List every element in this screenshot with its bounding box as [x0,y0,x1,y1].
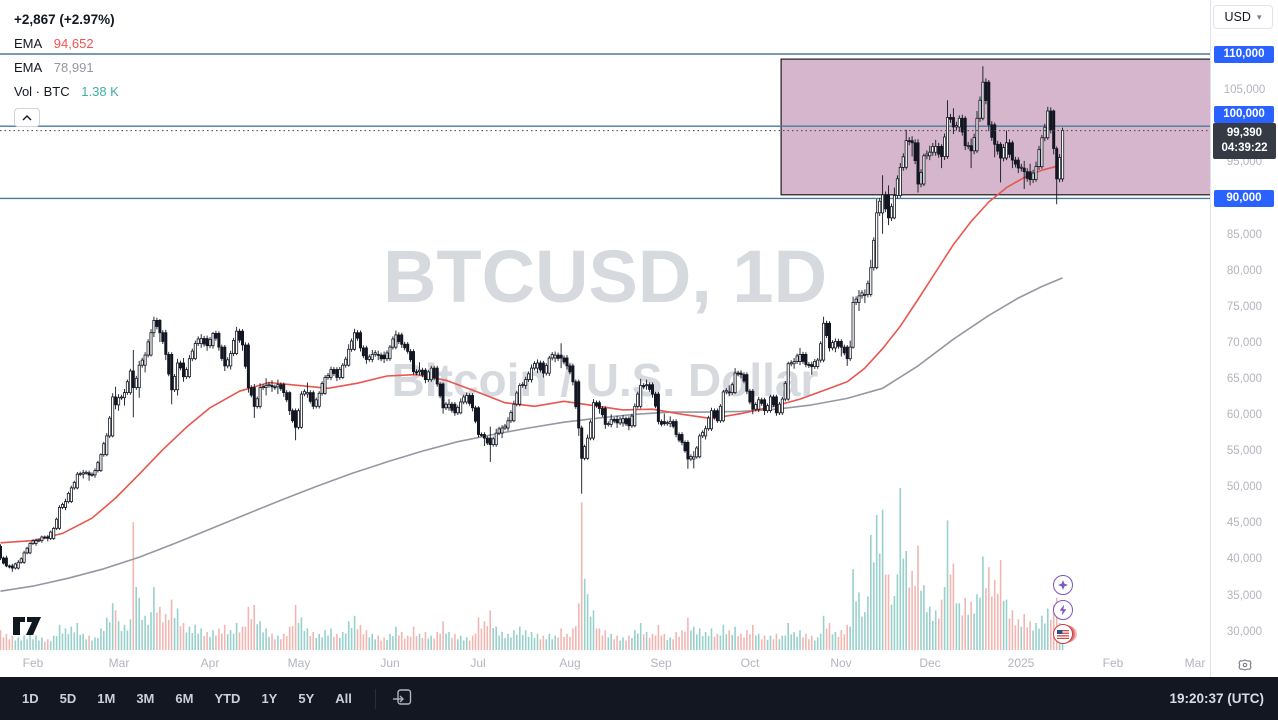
axis-corner [1210,652,1278,677]
chart-canvas[interactable]: BTCUSD, 1D Bitcoin / U.S. Dollar [0,0,1210,652]
price-tick: 75,000 [1226,301,1263,313]
volume-value: 1.38 K [81,84,119,99]
price-tick: 65,000 [1226,373,1263,385]
range-button-5y[interactable]: 5Y [290,686,322,711]
sparkle-glyph-icon [1058,580,1068,590]
range-button-1m[interactable]: 1M [89,686,123,711]
us-flag-glyph-icon [1057,629,1069,639]
range-button-3m[interactable]: 3M [128,686,162,711]
currency-value: USD [1224,10,1251,24]
calendar-arrow-icon [392,689,412,705]
ema-slow-row: EMA 78,991 [14,56,119,80]
svg-text:BTCUSD, 1D: BTCUSD, 1D [383,235,827,318]
currency-selector[interactable]: USD ▾ [1213,5,1273,29]
svg-text:Bitcoin / U.S. Dollar: Bitcoin / U.S. Dollar [392,354,819,406]
ema-fast-row: EMA 94,652 [14,32,119,56]
ema-slow-value: 78,991 [53,60,94,75]
chart-legend: +2,867 (+2.97%) EMA 94,652 EMA 78,991 Vo… [14,8,119,127]
legend-collapse-button[interactable] [14,108,40,127]
lightning-glyph-icon [1059,604,1067,616]
ema-slow-label: EMA [14,60,43,75]
range-button-1d[interactable]: 1D [14,686,47,711]
time-tick: Mar [108,656,130,670]
range-button-ytd[interactable]: YTD [206,686,248,711]
time-tick: Jul [470,656,486,670]
price-axis[interactable]: 105,000 95,000 85,000 80,000 75,000 70,000 65,… [1210,0,1278,652]
range-button-5d[interactable]: 5D [52,686,85,711]
tradingview-logo-icon[interactable] [12,615,42,637]
time-tick: May [287,656,311,670]
price-tick: 35,000 [1226,590,1263,602]
clock-utc: 19:20:37 (UTC) [1169,691,1264,706]
time-tick: Feb [1102,656,1124,670]
price-tick: 80,000 [1226,265,1263,277]
us-flag-event-icon[interactable] [1053,624,1073,644]
go-to-date-button[interactable] [386,685,419,712]
time-tick: Nov [830,656,852,670]
ema-fast-value: 94,652 [53,36,94,51]
time-tick: Feb [22,656,44,670]
price-tick: 45,000 [1226,517,1263,529]
price-tick: 95,000 [1226,156,1263,168]
time-tick: Apr [200,656,220,670]
time-tick: Dec [919,656,941,670]
time-tick: Mar [1184,656,1206,670]
price-tick: 40,000 [1226,553,1263,565]
time-tick: Aug [559,656,581,670]
chevron-up-icon [22,114,32,120]
time-tick: Oct [740,656,760,670]
sparkle-event-icon[interactable] [1053,575,1073,595]
time-tick: Sep [650,656,672,670]
time-axis[interactable]: Feb Mar Apr May Jun Jul Aug Sep Oct Nov Dec 2025 Feb… [0,652,1210,677]
price-change: +2,867 (+2.97%) [14,12,115,27]
volume-label: Vol · BTC [14,84,70,99]
range-button-group: 1D 5D 1M 3M 6M YTD 1Y 5Y All [14,686,365,711]
price-tick: 50,000 [1226,481,1263,493]
volume-row: Vol · BTC 1.38 K [14,80,119,104]
price-tick: 30,000 [1226,626,1263,638]
last-price-badge[interactable]: 99,390 04:39:22 [1213,123,1276,159]
time-tick: 2025 [1007,656,1035,670]
price-tick: 70,000 [1226,337,1263,349]
price-tick: 60,000 [1226,409,1263,421]
price-tick: 85,000 [1226,229,1263,241]
range-button-all[interactable]: All [327,686,360,711]
ema-fast-label: EMA [14,36,43,51]
price-chart[interactable]: BTCUSD, 1D Bitcoin / U.S. Dollar +2,867 (… [0,0,1210,652]
price-tick: 55,000 [1226,445,1263,457]
range-button-6m[interactable]: 6M [167,686,201,711]
time-tick: Jun [380,656,400,670]
price-tick: 105,000 [1223,84,1266,96]
range-button-1y[interactable]: 1Y [253,686,285,711]
gear-icon[interactable] [1237,657,1253,673]
toolbar-divider [374,688,376,709]
alert-price-badge[interactable]: 100,000 [1214,106,1274,123]
lightning-event-icon[interactable] [1053,600,1073,620]
alert-price-badge[interactable]: 90,000 [1214,190,1274,207]
bottom-toolbar: 1D 5D 1M 3M 6M YTD 1Y 5Y All 19:20:37 (UTC) [0,677,1278,720]
alert-price-badge[interactable]: 110,000 [1214,46,1274,63]
chevron-down-icon: ▾ [1256,11,1262,22]
